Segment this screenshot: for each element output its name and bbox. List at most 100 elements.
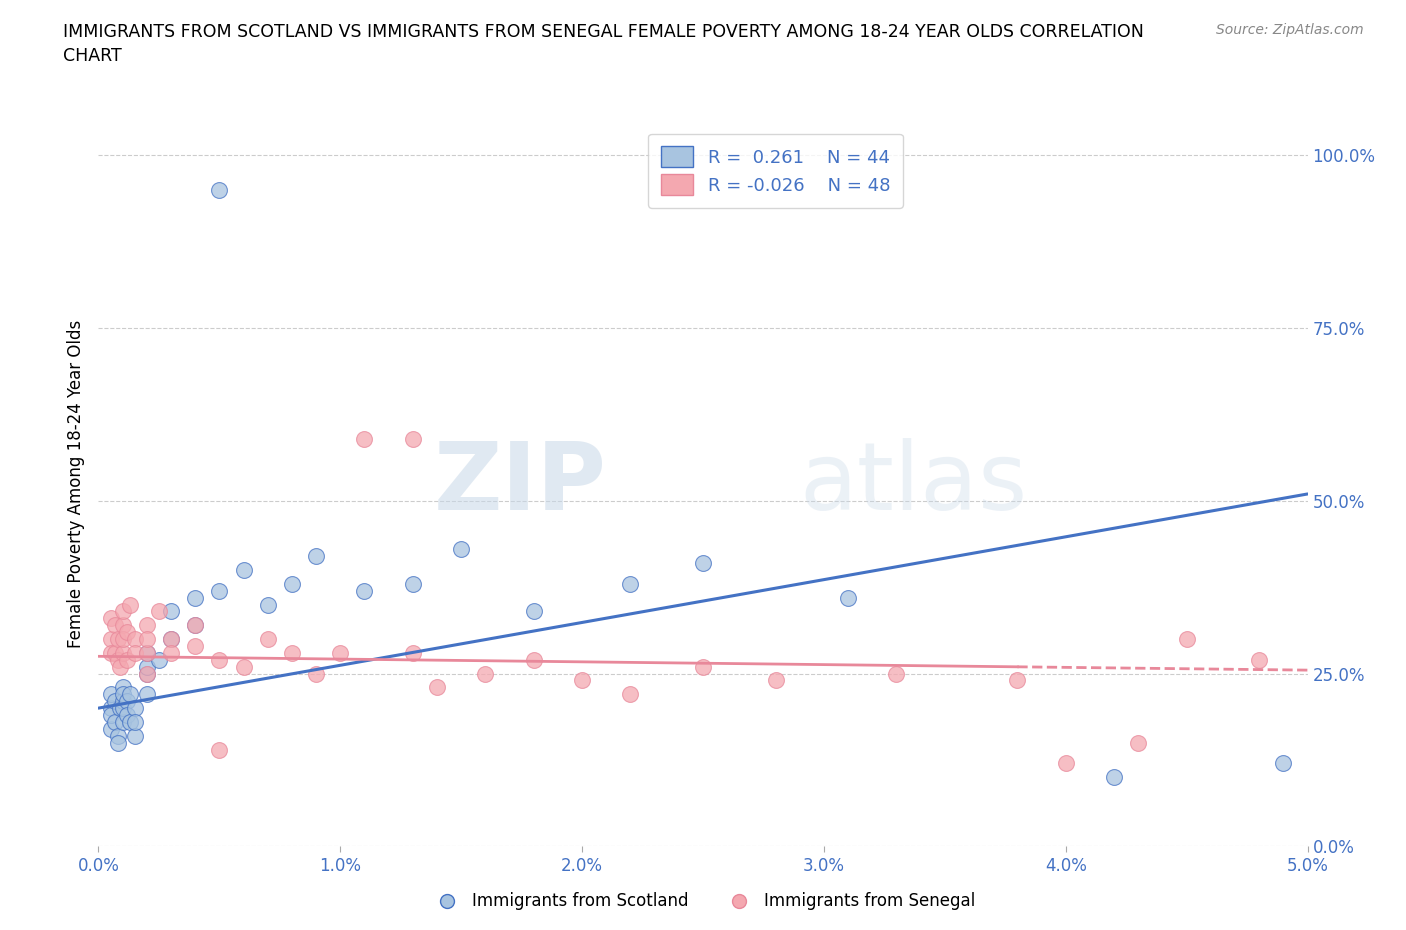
Point [305,549,328,564]
Point [184,618,207,632]
Point [135,659,157,674]
Point [104,694,127,709]
Point [184,618,207,632]
Point [118,687,141,702]
Point [402,645,425,660]
Point [111,631,134,646]
Point [107,652,129,667]
Point [281,577,304,591]
Point [148,652,170,667]
Point [886,666,908,681]
Point [111,680,134,695]
Legend: R =  0.261    N = 44, R = -0.026    N = 48: R = 0.261 N = 44, R = -0.026 N = 48 [648,134,903,207]
Point [111,687,134,702]
Point [619,577,641,591]
Point [402,432,425,446]
Point [117,625,139,640]
Point [100,708,122,723]
Point [135,666,157,681]
Point [208,652,231,667]
Point [305,666,328,681]
Point [135,631,157,646]
Point [100,611,122,626]
Point [124,714,146,729]
Point [111,700,134,715]
Point [108,659,131,674]
Point [160,645,183,660]
Point [402,577,425,591]
Point [111,694,134,709]
Point [135,687,157,702]
Point [619,687,641,702]
Point [100,687,122,702]
Text: atlas: atlas [800,438,1028,529]
Point [232,563,254,578]
Point [837,591,859,605]
Legend: Immigrants from Scotland, Immigrants from Senegal: Immigrants from Scotland, Immigrants fro… [425,885,981,917]
Point [100,700,122,715]
Point [474,666,496,681]
Text: Source: ZipAtlas.com: Source: ZipAtlas.com [1216,23,1364,37]
Point [184,639,207,654]
Point [107,728,129,743]
Point [160,631,183,646]
Point [692,555,714,570]
Point [523,652,546,667]
Point [108,700,131,715]
Point [104,645,127,660]
Point [281,645,304,660]
Point [184,591,207,605]
Point [111,604,134,618]
Point [692,659,714,674]
Point [148,604,170,618]
Point [256,597,278,612]
Point [160,604,183,618]
Point [111,714,134,729]
Point [118,714,141,729]
Point [160,631,183,646]
Point [1272,756,1295,771]
Point [765,673,787,688]
Point [256,631,278,646]
Point [124,728,146,743]
Point [353,432,375,446]
Point [135,618,157,632]
Point [100,645,122,660]
Point [232,659,254,674]
Point [1007,673,1029,688]
Point [104,618,127,632]
Point [135,645,157,660]
Point [124,631,146,646]
Point [450,542,472,557]
Point [135,666,157,681]
Point [117,652,139,667]
Point [135,645,157,660]
Point [1175,631,1198,646]
Y-axis label: Female Poverty Among 18-24 Year Olds: Female Poverty Among 18-24 Year Olds [66,320,84,647]
Text: IMMIGRANTS FROM SCOTLAND VS IMMIGRANTS FROM SENEGAL FEMALE POVERTY AMONG 18-24 Y: IMMIGRANTS FROM SCOTLAND VS IMMIGRANTS F… [63,23,1144,65]
Point [118,597,141,612]
Point [1054,756,1077,771]
Point [117,708,139,723]
Point [107,631,129,646]
Point [208,583,231,598]
Point [1128,736,1150,751]
Point [426,680,449,695]
Text: ZIP: ZIP [433,438,606,529]
Point [523,604,546,618]
Point [353,583,375,598]
Point [111,645,134,660]
Point [208,182,231,197]
Point [111,618,134,632]
Point [107,736,129,751]
Point [571,673,593,688]
Point [117,694,139,709]
Point [100,631,122,646]
Point [100,722,122,737]
Point [124,645,146,660]
Point [208,742,231,757]
Point [1102,770,1125,785]
Point [329,645,352,660]
Point [124,700,146,715]
Point [1249,652,1271,667]
